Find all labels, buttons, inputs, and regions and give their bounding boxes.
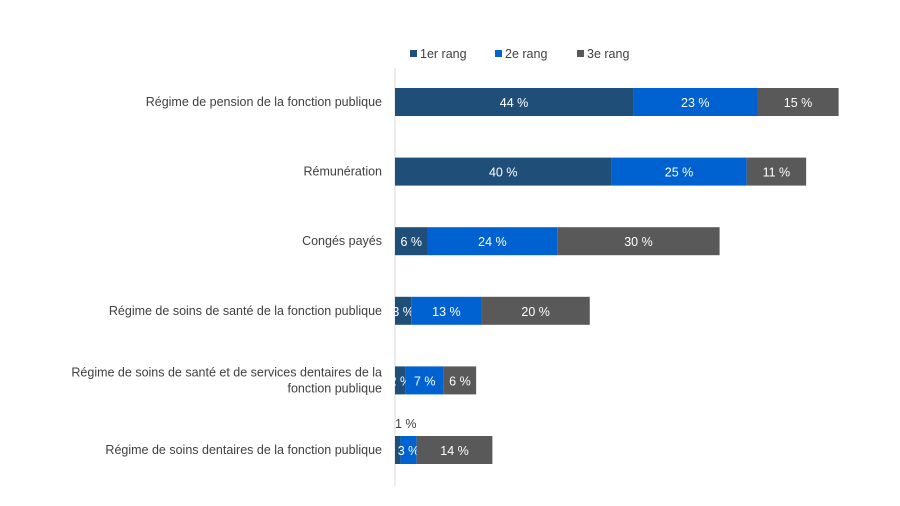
bar-segment	[633, 88, 758, 116]
category-label: Régime de soins dentaires de la fonction…	[105, 443, 382, 457]
data-label: 20 %	[521, 305, 550, 319]
bar-segment	[481, 296, 590, 325]
data-label: 11 %	[763, 166, 791, 180]
legend-label: 3e rang	[587, 47, 629, 61]
bar-segment	[395, 157, 612, 186]
data-label: 25 %	[665, 166, 694, 180]
data-label: 23 %	[681, 96, 710, 110]
bar-segment	[427, 227, 558, 256]
data-label: 3 %	[398, 444, 420, 458]
data-label: 14 %	[440, 444, 469, 458]
data-label: 24 %	[478, 235, 507, 249]
data-label: 15 %	[784, 96, 813, 110]
data-label: 2 %	[390, 374, 412, 388]
bar-segment	[443, 366, 477, 395]
bar-segment	[400, 436, 417, 464]
legend-swatch	[577, 50, 584, 57]
category-label: Régime de pension de la fonction publiqu…	[146, 95, 382, 109]
category-label: Régime de soins de santé et de services …	[71, 365, 382, 379]
bar-segment	[757, 88, 839, 116]
category-label: Congés payés	[302, 234, 382, 248]
data-label: 6 %	[400, 235, 422, 249]
bar-segment	[416, 436, 493, 464]
data-label: 40 %	[489, 166, 518, 180]
data-label: 44 %	[500, 96, 529, 110]
bar-segment	[557, 227, 720, 256]
category-label: Régime de soins de santé de la fonction …	[109, 304, 382, 318]
bar-segment	[395, 436, 401, 464]
data-label: 7 %	[414, 374, 436, 388]
legend-label: 1er rang	[420, 47, 467, 61]
data-label: 1 %	[395, 417, 417, 431]
data-label: 6 %	[449, 374, 471, 388]
legend: 1er rang 2e rang 3e rang	[410, 47, 629, 61]
legend-label: 2e rang	[505, 47, 547, 61]
bar-segment	[395, 88, 634, 116]
bar-segment	[395, 366, 406, 395]
bar-segment	[395, 296, 412, 325]
data-label: 30 %	[624, 235, 653, 249]
data-label: 3 %	[392, 305, 414, 319]
category-label: fonction publique	[287, 381, 382, 395]
data-label: 13 %	[432, 305, 461, 319]
bar-segment	[405, 366, 444, 395]
bar-segment	[611, 157, 747, 186]
bar-segment	[746, 157, 807, 186]
legend-swatch	[410, 50, 417, 57]
category-label: Rémunération	[303, 165, 382, 179]
bar-segment	[395, 227, 428, 256]
legend-swatch	[495, 50, 502, 57]
bar-segment	[411, 296, 482, 325]
